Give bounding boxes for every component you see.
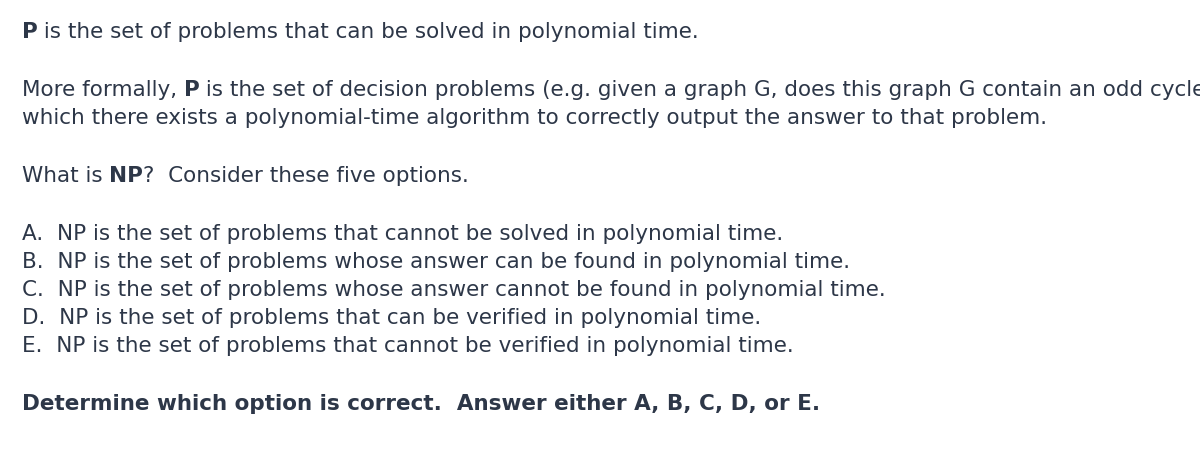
Text: More formally,: More formally,: [22, 80, 184, 100]
Text: NP: NP: [109, 166, 143, 186]
Text: which there exists a polynomial-time algorithm to correctly output the answer to: which there exists a polynomial-time alg…: [22, 108, 1046, 128]
Text: is the set of decision problems (e.g. given a graph G, does this graph G contain: is the set of decision problems (e.g. gi…: [199, 80, 1200, 100]
Text: is the set of problems that can be solved in polynomial time.: is the set of problems that can be solve…: [37, 22, 700, 42]
Text: B.  NP is the set of problems whose answer can be found in polynomial time.: B. NP is the set of problems whose answe…: [22, 252, 850, 272]
Text: C.  NP is the set of problems whose answer cannot be found in polynomial time.: C. NP is the set of problems whose answe…: [22, 280, 886, 300]
Text: What is: What is: [22, 166, 109, 186]
Text: P: P: [184, 80, 199, 100]
Text: ?  Consider these five options.: ? Consider these five options.: [143, 166, 469, 186]
Text: D.  NP is the set of problems that can be verified in polynomial time.: D. NP is the set of problems that can be…: [22, 308, 761, 328]
Text: E.  NP is the set of problems that cannot be verified in polynomial time.: E. NP is the set of problems that cannot…: [22, 336, 793, 356]
Text: Determine which option is correct.  Answer either A, B, C, D, or E.: Determine which option is correct. Answe…: [22, 394, 820, 414]
Text: P: P: [22, 22, 37, 42]
Text: A.  NP is the set of problems that cannot be solved in polynomial time.: A. NP is the set of problems that cannot…: [22, 224, 782, 244]
